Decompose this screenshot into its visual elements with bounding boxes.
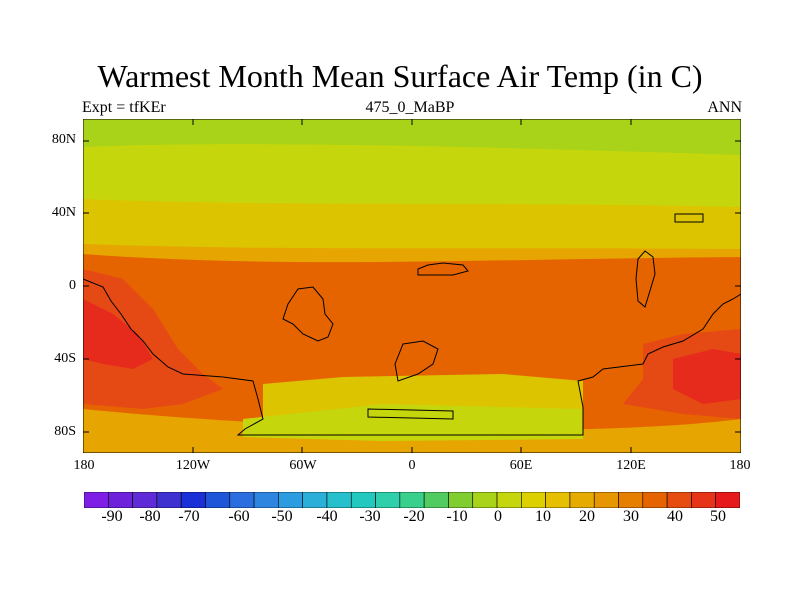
colorbar-label: 0 bbox=[494, 508, 502, 525]
colorbar-label: -10 bbox=[446, 508, 468, 525]
lon-tick-label: 180 bbox=[73, 458, 95, 473]
colorbar-label: 10 bbox=[535, 508, 551, 525]
colorbar-swatch bbox=[180, 492, 206, 508]
colorbar-swatch bbox=[253, 492, 279, 508]
colorbar-label: -80 bbox=[139, 508, 161, 525]
colorbar-swatch bbox=[156, 492, 182, 508]
island-central-outline bbox=[282, 286, 334, 342]
colorbar-label: 40 bbox=[667, 508, 683, 525]
season-label: ANN bbox=[707, 99, 742, 116]
lon-tick-label: 120W bbox=[175, 458, 211, 473]
lat-tick-label: 80N bbox=[51, 132, 76, 147]
colorbar bbox=[84, 492, 740, 508]
colorbar-swatch bbox=[496, 492, 522, 508]
coastlines bbox=[83, 213, 741, 436]
lat-tick-label: 0 bbox=[69, 278, 76, 293]
lon-tick-label: 60E bbox=[509, 458, 533, 473]
band-10-20 bbox=[83, 144, 741, 214]
island-far-east-outline bbox=[674, 213, 704, 223]
colorbar-label: -70 bbox=[178, 508, 200, 525]
lon-tick-label: 0 bbox=[408, 458, 416, 473]
colorbar-swatch bbox=[278, 492, 303, 508]
island-north-outline bbox=[417, 262, 469, 276]
tick-marks bbox=[83, 119, 741, 453]
lat-tick-label: 40N bbox=[51, 205, 76, 220]
colorbar-swatch bbox=[107, 492, 133, 508]
colorbar-swatch bbox=[472, 492, 498, 508]
lat-tick-label: 80S bbox=[54, 424, 76, 439]
chart-title: Warmest Month Mean Surface Air Temp (in … bbox=[97, 58, 703, 94]
island-southcentral-outline bbox=[394, 340, 439, 382]
colorbar-label: -50 bbox=[271, 508, 293, 525]
lat-tick-label: 40S bbox=[54, 351, 76, 366]
colorbar-label: 50 bbox=[710, 508, 726, 525]
time-label: 475_0_MaBP bbox=[365, 99, 455, 116]
colorbar-label: -20 bbox=[403, 508, 425, 525]
colorbar-swatch bbox=[715, 492, 740, 508]
temperature-map bbox=[83, 119, 741, 453]
hot-east-region bbox=[673, 349, 741, 404]
colorbar-swatch bbox=[375, 492, 401, 508]
colorbar-swatch bbox=[666, 492, 692, 508]
lon-tick-label: 60W bbox=[289, 458, 317, 473]
band-20-30 bbox=[83, 199, 741, 264]
colorbar-swatch bbox=[326, 492, 352, 508]
colorbar-label: 20 bbox=[579, 508, 595, 525]
lon-tick-label: 180 bbox=[729, 458, 751, 473]
colorbar-swatch bbox=[545, 492, 571, 508]
colorbar-swatch bbox=[302, 492, 328, 508]
colorbar-swatch bbox=[399, 492, 425, 508]
colorbar-swatch bbox=[229, 492, 255, 508]
colorbar-swatch bbox=[423, 492, 449, 508]
colorbar-swatch bbox=[642, 492, 668, 508]
colorbar-swatch bbox=[593, 492, 619, 508]
colorbar-swatch bbox=[132, 492, 158, 508]
south-yellow-patch bbox=[243, 404, 583, 441]
colorbar-label: -30 bbox=[359, 508, 381, 525]
colorbar-swatch bbox=[350, 492, 376, 508]
colorbar-swatch bbox=[84, 492, 109, 508]
island-southern-bar-outline bbox=[367, 408, 454, 420]
colorbar-swatch bbox=[618, 492, 644, 508]
south-continent-outline bbox=[83, 278, 741, 436]
colorbar-label: -90 bbox=[101, 508, 123, 525]
colorbar-swatch bbox=[691, 492, 717, 508]
colorbar-swatch bbox=[521, 492, 546, 508]
lon-tick-label: 120E bbox=[616, 458, 646, 473]
colorbar-swatch bbox=[569, 492, 595, 508]
colorbar-label: -60 bbox=[228, 508, 250, 525]
experiment-label: Expt = tfKEr bbox=[82, 99, 166, 116]
colorbar-swatch bbox=[205, 492, 231, 508]
colorbar-label: -40 bbox=[316, 508, 338, 525]
colorbar-swatch bbox=[448, 492, 474, 508]
colorbar-label: 30 bbox=[623, 508, 639, 525]
island-east-outline bbox=[635, 250, 656, 308]
hot-west-coast bbox=[83, 299, 153, 369]
